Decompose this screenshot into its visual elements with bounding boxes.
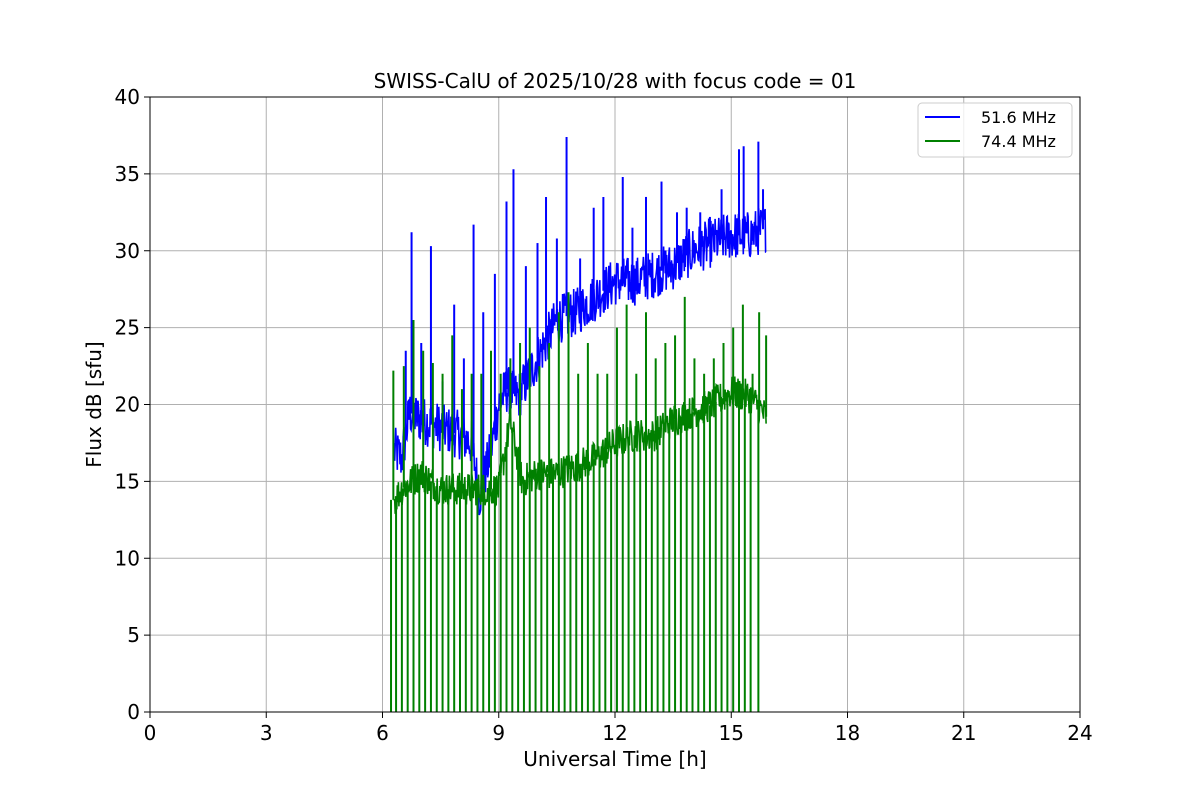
y-tick-label: 25: [115, 316, 140, 340]
x-axis-label: Universal Time [h]: [523, 747, 706, 771]
y-tick-label: 5: [127, 623, 140, 647]
y-axis-ticks: 0 5 10 15 20 25 30 35 40: [115, 85, 150, 724]
y-tick-label: 20: [115, 393, 140, 417]
y-tick-label: 10: [115, 546, 140, 570]
y-tick-label: 40: [115, 85, 140, 109]
x-tick-label: 0: [144, 721, 157, 745]
legend-label-74-4-mhz: 74.4 MHz: [981, 132, 1056, 151]
x-tick-label: 18: [835, 721, 860, 745]
x-tick-label: 9: [492, 721, 505, 745]
x-tick-label: 21: [951, 721, 976, 745]
y-tick-label: 30: [115, 239, 140, 263]
series-layer: [390, 136, 768, 712]
x-tick-label: 12: [602, 721, 627, 745]
series-74-4-mhz: [390, 292, 768, 712]
legend: 51.6 MHz 74.4 MHz: [917, 102, 1073, 158]
series-51-6-mhz: [393, 136, 767, 516]
x-tick-label: 24: [1067, 721, 1092, 745]
y-axis-label: Flux dB [sfu]: [82, 341, 106, 467]
x-axis-ticks: 0 3 6 9 12 15 18 21 24: [144, 712, 1093, 745]
x-tick-label: 3: [260, 721, 273, 745]
y-tick-label: 0: [127, 700, 140, 724]
chart-title: SWISS-CalU of 2025/10/28 with focus code…: [374, 69, 857, 93]
x-tick-label: 15: [719, 721, 744, 745]
legend-label-51-6-mhz: 51.6 MHz: [981, 108, 1056, 127]
y-tick-label: 15: [115, 469, 140, 493]
x-tick-label: 6: [376, 721, 389, 745]
y-tick-label: 35: [115, 162, 140, 186]
